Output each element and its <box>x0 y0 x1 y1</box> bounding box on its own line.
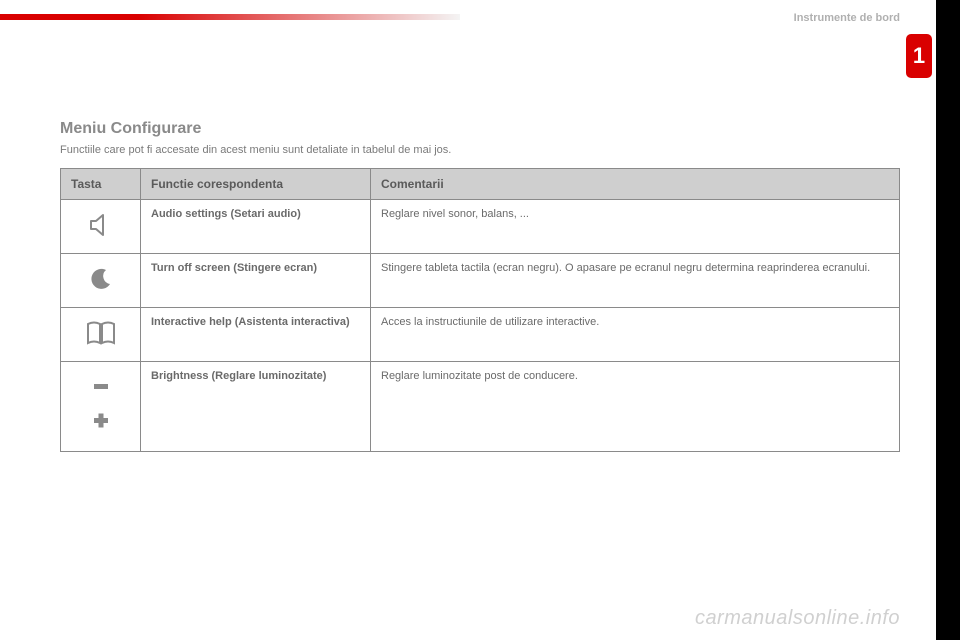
book-icon <box>85 319 117 350</box>
menu-title: Meniu Configurare <box>60 120 900 138</box>
page-right-edge <box>936 0 960 640</box>
function-cell: Audio settings (Setari audio) <box>141 200 371 254</box>
plus-minus-icon <box>89 376 113 437</box>
col-header-comment: Comentarii <box>371 169 900 200</box>
comment-cell: Reglare luminozitate post de conducere. <box>371 362 900 452</box>
config-table: Tasta Functie corespondenta Comentarii A… <box>60 168 900 452</box>
col-header-key: Tasta <box>61 169 141 200</box>
function-cell: Turn off screen (Stingere ecran) <box>141 254 371 308</box>
key-cell <box>61 200 141 254</box>
table-row: Turn off screen (Stingere ecran) Stinger… <box>61 254 900 308</box>
key-cell <box>61 254 141 308</box>
top-red-stripe <box>0 14 460 20</box>
comment-cell: Reglare nivel sonor, balans, ... <box>371 200 900 254</box>
speaker-icon <box>86 210 116 243</box>
watermark: carmanualsonline.info <box>695 607 900 630</box>
key-cell <box>61 362 141 452</box>
table-header-row: Tasta Functie corespondenta Comentarii <box>61 169 900 200</box>
comment-cell: Acces la instructiunile de utilizare int… <box>371 308 900 362</box>
comment-cell: Stingere tableta tactila (ecran negru). … <box>371 254 900 308</box>
col-header-function: Functie corespondenta <box>141 169 371 200</box>
key-cell <box>61 308 141 362</box>
section-header: Instrumente de bord <box>794 12 900 24</box>
chapter-tab: 1 <box>906 34 932 78</box>
table-row: Audio settings (Setari audio) Reglare ni… <box>61 200 900 254</box>
function-cell: Brightness (Reglare luminozitate) <box>141 362 371 452</box>
moon-icon <box>86 264 116 297</box>
menu-description: Functiile care pot fi accesate din acest… <box>60 144 900 156</box>
table-row: Brightness (Reglare luminozitate) Reglar… <box>61 362 900 452</box>
function-cell: Interactive help (Asistenta interactiva) <box>141 308 371 362</box>
table-row: Interactive help (Asistenta interactiva)… <box>61 308 900 362</box>
content-area: Meniu Configurare Functiile care pot fi … <box>60 120 900 452</box>
chapter-number: 1 <box>913 43 925 69</box>
